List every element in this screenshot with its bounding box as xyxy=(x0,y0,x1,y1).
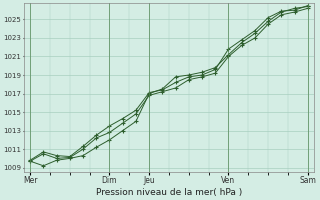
X-axis label: Pression niveau de la mer( hPa ): Pression niveau de la mer( hPa ) xyxy=(96,188,242,197)
